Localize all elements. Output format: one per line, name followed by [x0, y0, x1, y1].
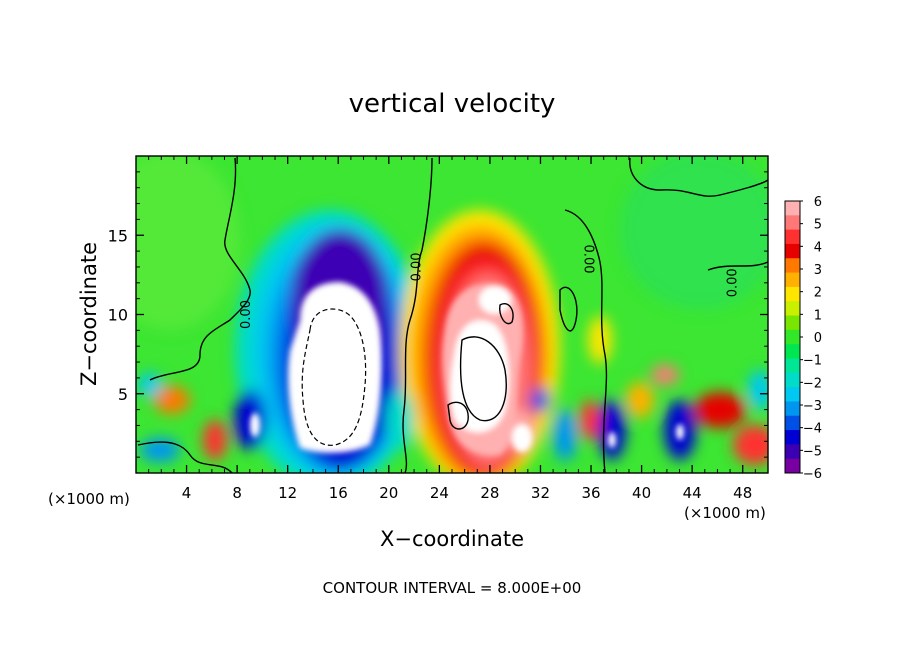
x-tick-label: 44 [683, 484, 702, 502]
contour-interval-footer: CONTOUR INTERVAL = 8.000E+00 [323, 579, 582, 597]
colorbar-swatch [785, 444, 800, 460]
colorbar-label: −5 [803, 444, 822, 459]
contour-label: 0.00 [725, 268, 740, 297]
x-tick-label: 24 [430, 484, 449, 502]
heatmap-field [136, 156, 768, 473]
chart-title: vertical velocity [349, 89, 556, 119]
y-tick-label: 10 [108, 306, 128, 325]
y-tick-label: 15 [108, 226, 128, 245]
colorbar-swatch [785, 301, 800, 317]
colorbar: 6 5 4 3 2 1 0 −1 −2 −3 −4 −5 −6 [784, 195, 822, 482]
colorbar-label: 5 [814, 218, 822, 233]
y-tick-label: 5 [118, 385, 128, 404]
x-axis: 4 8 12 16 20 24 28 32 36 40 44 48 [148, 156, 756, 502]
x-tick-label: 32 [531, 484, 550, 502]
colorbar-swatch [785, 344, 800, 359]
x-unit-right: (×1000 m) [684, 504, 766, 522]
x-tick-label: 36 [581, 484, 600, 502]
x-tick-label: 48 [733, 484, 752, 502]
colorbar-swatch [785, 315, 800, 331]
colorbar-label: 4 [814, 240, 822, 255]
colorbar-swatch [785, 329, 800, 345]
colorbar-swatch [785, 372, 800, 388]
contour-label: 0.00 [409, 252, 424, 281]
colorbar-swatch [785, 458, 800, 474]
x-tick-label: 4 [182, 484, 192, 502]
colorbar-label: −4 [803, 422, 822, 437]
x-tick-label: 40 [632, 484, 651, 502]
colorbar-swatch [785, 401, 800, 417]
colorbar-swatch [785, 387, 800, 402]
colorbar-label: −1 [803, 354, 822, 369]
x-tick-label: 12 [278, 484, 297, 502]
y-axis: 5 10 15 [108, 171, 768, 458]
colorbar-swatch [785, 201, 800, 216]
colorbar-label: 2 [814, 286, 822, 301]
colorbar-label: −3 [803, 399, 822, 414]
colorbar-label: −2 [803, 376, 822, 391]
colorbar-swatch [785, 243, 800, 259]
contour-label: 0.00 [581, 245, 596, 274]
colorbar-swatch [785, 358, 800, 374]
x-axis-label: X−coordinate [380, 527, 524, 551]
colorbar-swatch [785, 258, 800, 274]
colorbar-swatch [785, 229, 800, 245]
x-tick-label: 8 [232, 484, 242, 502]
x-tick-label: 28 [480, 484, 499, 502]
colorbar-swatch [785, 415, 800, 431]
y-axis-label: Z−coordinate [77, 242, 101, 386]
contour-label: 0.00 [239, 300, 254, 329]
x-tick-label: 20 [379, 484, 398, 502]
colorbar-label: −6 [803, 467, 822, 482]
colorbar-label: 3 [814, 263, 822, 278]
colorbar-swatch [785, 215, 800, 231]
colorbar-swatch [785, 272, 800, 288]
colorbar-swatch [785, 430, 800, 445]
zero-contours [137, 157, 768, 473]
colorbar-swatch [785, 286, 800, 302]
x-tick-label: 16 [329, 484, 348, 502]
downdraft-inner-contour [301, 308, 367, 446]
x-unit-left: (×1000 m) [48, 490, 130, 508]
colorbar-label: 0 [814, 331, 822, 346]
colorbar-label: 1 [814, 308, 822, 323]
colorbar-label: 6 [814, 195, 822, 210]
